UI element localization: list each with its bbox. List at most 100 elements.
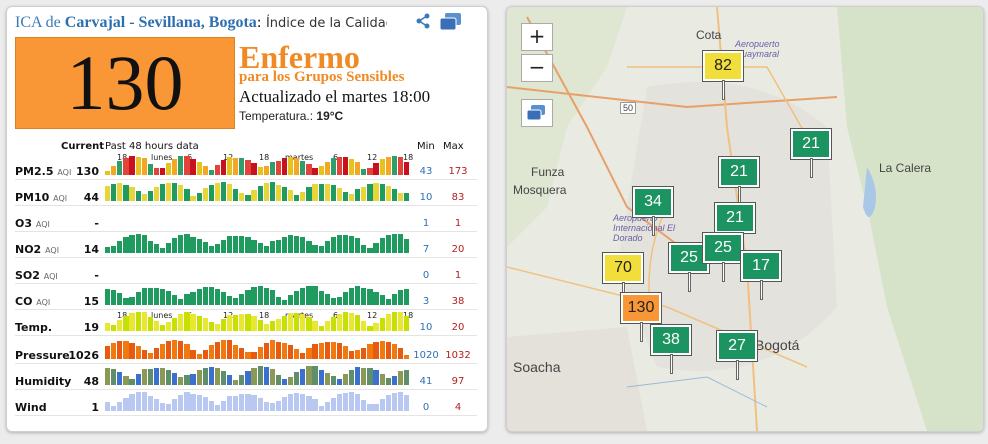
sparkline-bar bbox=[397, 311, 404, 331]
sparkline-bar bbox=[269, 340, 275, 359]
station-marker[interactable]: 130 bbox=[621, 293, 661, 341]
row-sparkline[interactable] bbox=[105, 391, 410, 411]
station-map[interactable]: + − Cota Aeropuerto Guaymaral Funza Mosq… bbox=[506, 6, 984, 432]
city-link[interactable]: Carvajal - Sevillana, Bogota bbox=[64, 14, 257, 31]
sparkline-bar bbox=[349, 312, 355, 331]
station-marker[interactable]: 21 bbox=[791, 129, 831, 177]
weather-axis-tick: 18 bbox=[403, 311, 413, 320]
sparkline-bar bbox=[153, 287, 160, 305]
station-marker[interactable]: 17 bbox=[741, 251, 781, 299]
sparkline-bar bbox=[403, 289, 410, 305]
sparkline-bar bbox=[355, 350, 361, 359]
sparkline-bar bbox=[294, 372, 300, 385]
sparkline-bar bbox=[355, 393, 361, 411]
sparkline-bar bbox=[306, 317, 312, 331]
sparkline-bar bbox=[135, 345, 141, 359]
station-marker[interactable]: 25 bbox=[703, 233, 743, 281]
sparkline-bar bbox=[220, 182, 227, 201]
sparkline-bar bbox=[184, 343, 190, 359]
sparkline-bar bbox=[172, 238, 178, 253]
row-sparkline[interactable] bbox=[105, 207, 410, 227]
sparkline-bar bbox=[117, 320, 123, 331]
station-marker[interactable]: 27 bbox=[717, 331, 757, 379]
sparkline-bar bbox=[300, 314, 306, 331]
layers-icon[interactable] bbox=[439, 13, 463, 35]
col-past: Past 48 hours data bbox=[105, 141, 199, 152]
layers-button[interactable] bbox=[521, 99, 553, 127]
station-marker[interactable]: 34 bbox=[633, 187, 673, 235]
sparkline-bar bbox=[117, 293, 123, 305]
sparkline-bar bbox=[397, 370, 404, 385]
station-marker[interactable]: 21 bbox=[719, 157, 759, 205]
sparkline-bar bbox=[263, 166, 269, 175]
sparkline-bar bbox=[306, 348, 312, 359]
sparkline-bar bbox=[373, 404, 379, 411]
sparkline-bar bbox=[220, 370, 227, 385]
sparkline-bar bbox=[202, 318, 208, 331]
sparkline-bar bbox=[196, 288, 202, 305]
sparkline-bar bbox=[245, 351, 251, 359]
sparkline-bar bbox=[251, 395, 257, 411]
sparkline-bar bbox=[342, 346, 349, 359]
row-sparkline[interactable] bbox=[105, 311, 410, 331]
sparkline-bar bbox=[220, 239, 227, 253]
sparkline-bar bbox=[269, 241, 275, 253]
sparkline-bar bbox=[373, 183, 379, 201]
share-icon[interactable] bbox=[415, 13, 431, 33]
station-marker[interactable]: 25 bbox=[669, 243, 709, 291]
station-marker[interactable]: 70 bbox=[603, 253, 643, 301]
zoom-in-button[interactable]: + bbox=[521, 23, 553, 51]
sparkline-bar bbox=[105, 368, 111, 385]
row-sparkline[interactable] bbox=[105, 155, 410, 175]
zoom-out-button[interactable]: − bbox=[521, 54, 553, 82]
row-min: 7 bbox=[422, 244, 430, 255]
sparkline-bar bbox=[147, 396, 153, 411]
row-sparkline[interactable] bbox=[105, 233, 410, 253]
row-sparkline[interactable] bbox=[105, 285, 410, 305]
sparkline-bar bbox=[312, 286, 318, 305]
station-marker[interactable]: 82 bbox=[703, 51, 743, 99]
sparkline-bar bbox=[385, 185, 391, 201]
sparkline-bar bbox=[403, 316, 410, 331]
row-label: Humidity bbox=[15, 375, 71, 388]
row-max: 83 bbox=[451, 192, 465, 203]
sparkline-bar bbox=[172, 159, 178, 175]
sparkline-bar bbox=[129, 378, 135, 385]
row-unit: AQI bbox=[43, 272, 58, 281]
sparkline-bar bbox=[166, 341, 172, 359]
sparkline-bar bbox=[105, 346, 111, 359]
station-marker[interactable]: 21 bbox=[715, 203, 755, 251]
sparkline-bar bbox=[251, 351, 257, 359]
sparkline-bar bbox=[361, 288, 367, 305]
sparkline-bar bbox=[245, 314, 251, 331]
sparkline-bar bbox=[336, 187, 343, 201]
sparkline-bar bbox=[208, 287, 214, 305]
sparkline-bar bbox=[135, 292, 141, 305]
sparkline-bar bbox=[263, 182, 269, 201]
sparkline-bar bbox=[342, 191, 349, 201]
sparkline-bar bbox=[257, 286, 263, 305]
row-unit: AQI bbox=[36, 298, 51, 307]
sparkline-bar bbox=[111, 343, 117, 359]
sparkline-bar bbox=[391, 156, 397, 175]
sparkline-bar bbox=[330, 376, 336, 385]
sparkline-bar bbox=[220, 400, 227, 411]
sparkline-bar bbox=[105, 288, 111, 305]
station-marker[interactable]: 38 bbox=[651, 325, 691, 373]
sparkline-bar bbox=[318, 290, 324, 305]
row-sparkline[interactable] bbox=[105, 339, 410, 359]
sparkline-bar bbox=[379, 159, 385, 175]
row-divider bbox=[15, 415, 477, 416]
sparkline-bar bbox=[373, 341, 379, 359]
sparkline-bar bbox=[342, 392, 349, 411]
row-sparkline[interactable] bbox=[105, 365, 410, 385]
sparkline-bar bbox=[281, 342, 288, 359]
row-max: 20 bbox=[451, 322, 465, 333]
sparkline-bar bbox=[281, 186, 288, 201]
sparkline-bar bbox=[208, 246, 214, 253]
sparkline-bar bbox=[361, 348, 367, 359]
sparkline-bar bbox=[147, 317, 153, 331]
row-sparkline[interactable] bbox=[105, 259, 410, 279]
row-sparkline[interactable] bbox=[105, 181, 410, 201]
map-label-eldorado: Aeropuerto Internacional El Dorado bbox=[613, 213, 676, 243]
